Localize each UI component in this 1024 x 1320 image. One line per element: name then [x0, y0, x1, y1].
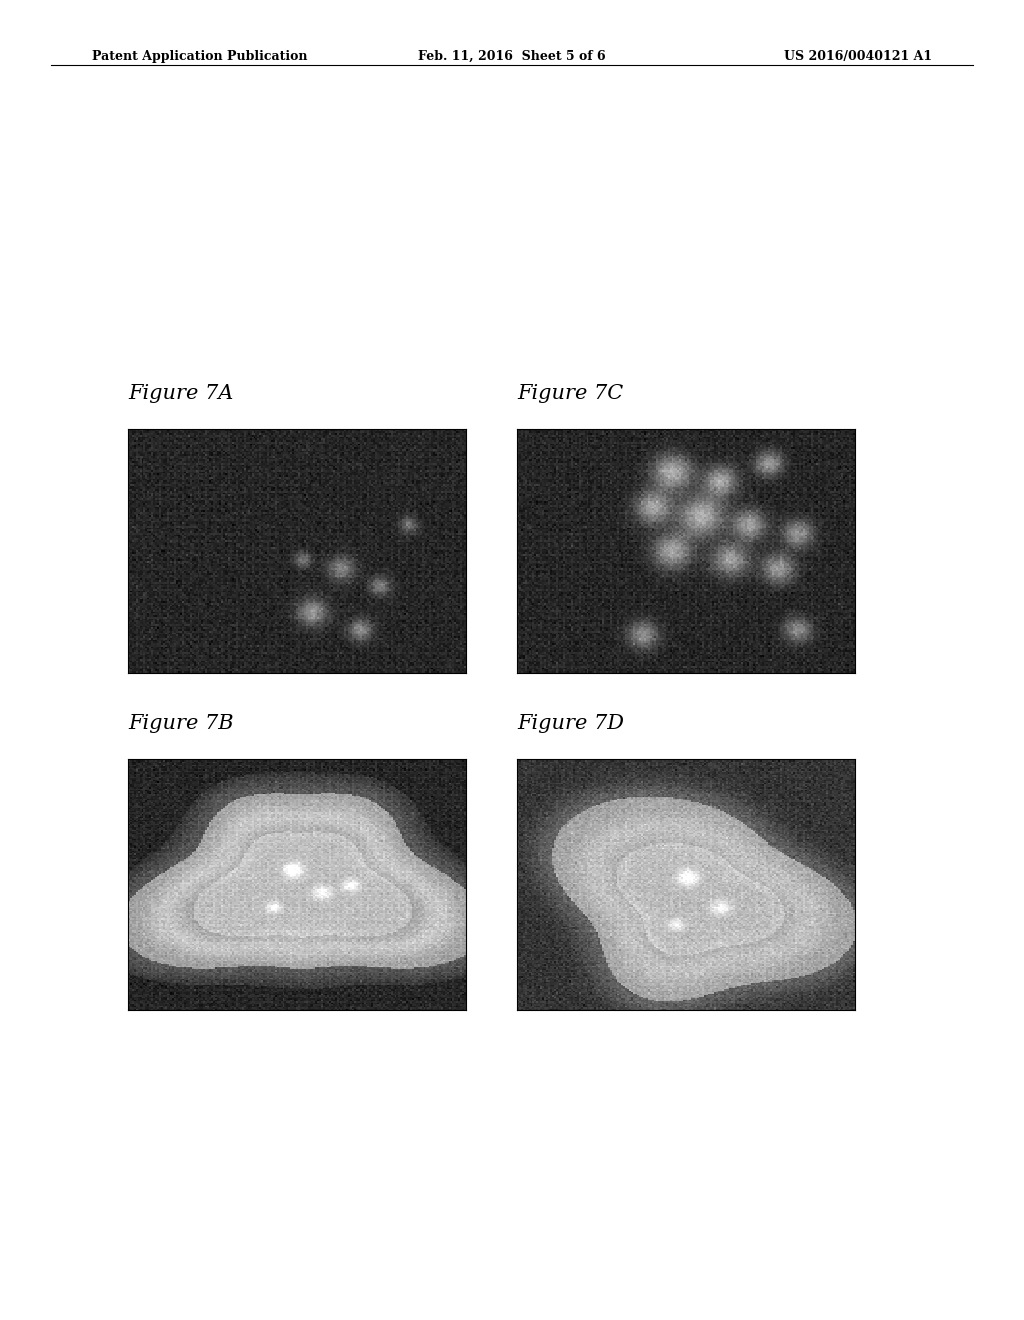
Text: Figure 7D: Figure 7D — [517, 714, 624, 733]
Text: Figure 7C: Figure 7C — [517, 384, 624, 403]
Text: Figure 7B: Figure 7B — [128, 714, 233, 733]
Text: US 2016/0040121 A1: US 2016/0040121 A1 — [783, 50, 932, 63]
Text: Figure 7A: Figure 7A — [128, 384, 233, 403]
Text: Feb. 11, 2016  Sheet 5 of 6: Feb. 11, 2016 Sheet 5 of 6 — [418, 50, 606, 63]
Text: Patent Application Publication: Patent Application Publication — [92, 50, 307, 63]
